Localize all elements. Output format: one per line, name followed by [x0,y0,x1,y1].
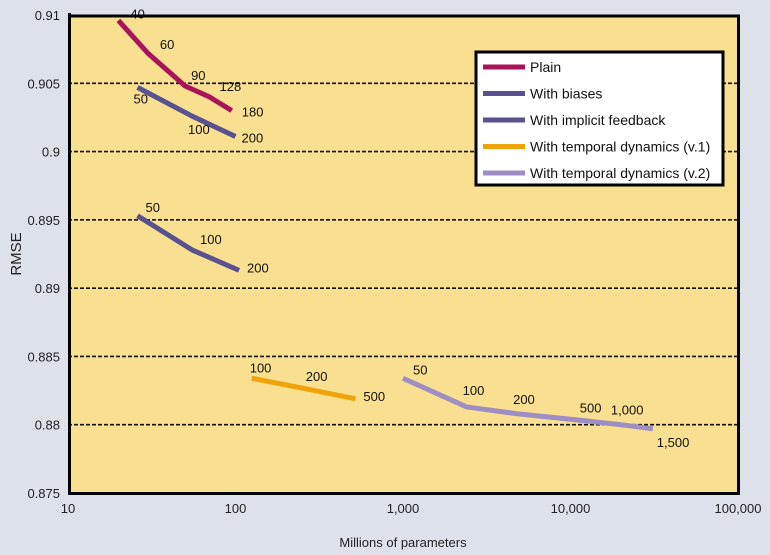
legend-label: With temporal dynamics (v.2) [530,165,710,181]
point-label: 40 [130,6,144,21]
y-tick-label: 0.905 [27,76,60,91]
point-label: 1,000 [611,403,644,418]
point-label: 180 [242,105,264,120]
point-label: 500 [580,401,602,416]
y-tick-label: 0.88 [35,418,60,433]
legend: Plain With biases With implicit feedback Wi… [474,50,725,187]
series-line-1 [136,85,237,139]
y-tick-label: 0.895 [27,213,60,228]
point-label: 100 [250,360,272,375]
point-label: 90 [191,68,205,83]
point-label: 60 [160,37,174,52]
point-label: 200 [306,369,328,384]
x-axis-label: Millions of parameters [339,535,467,550]
point-label: 100 [200,232,222,247]
point-label: 200 [242,131,264,146]
legend-label: Plain [530,59,561,75]
point-label: 100 [463,383,485,398]
series-line-4 [401,376,654,432]
y-tick-label: 0.91 [35,8,60,23]
y-tick-label: 0.89 [35,281,60,296]
series-line-2 [136,213,241,273]
y-tick-label: 0.9 [42,145,60,160]
point-label: 50 [413,362,427,377]
point-label: 50 [146,200,160,215]
point-label: 500 [363,389,385,404]
x-tick-label: 1,000 [387,501,420,516]
y-tick-label: 0.885 [27,349,60,364]
point-label: 50 [134,91,148,106]
x-tick-label: 10 [61,501,75,516]
point-label: 200 [513,392,535,407]
point-label: 200 [247,260,269,275]
x-tick-label: 10,000 [551,501,591,516]
legend-label: With temporal dynamics (v.1) [530,139,710,155]
series-line-3 [251,375,356,402]
point-label: 128 [220,79,242,94]
y-axis-label: RMSE [8,232,25,275]
legend-label: With biases [530,86,602,102]
y-tick-label: 0.875 [27,486,60,501]
series-line-0 [116,18,234,113]
point-label: 100 [188,122,210,137]
x-tick-label: 100 [225,501,247,516]
x-tick-label: 100,000 [715,501,762,516]
point-label: 1,500 [657,435,690,450]
legend-label: With implicit feedback [530,112,666,128]
